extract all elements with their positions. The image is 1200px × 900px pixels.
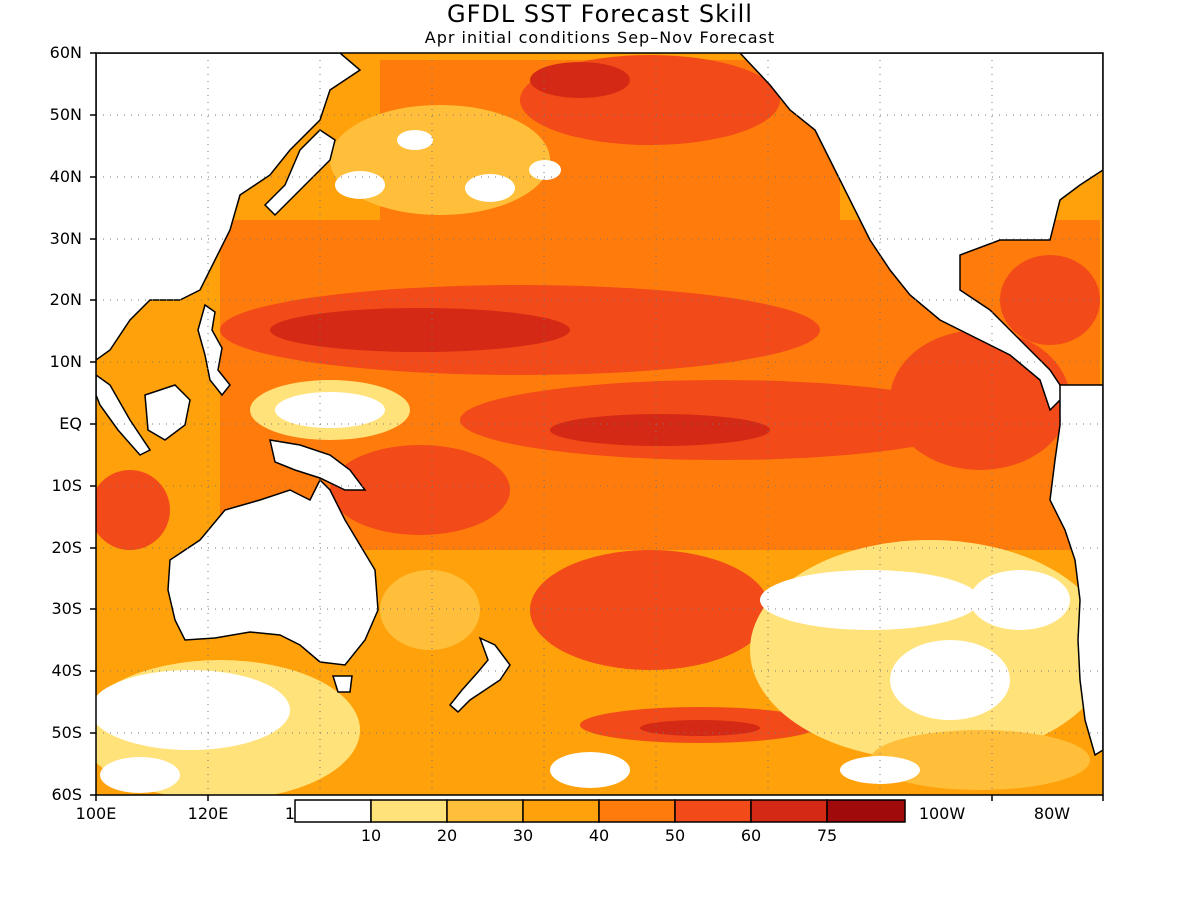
kuroshio-white-2 [335,171,385,199]
lat-label-eq: EQ [59,414,82,433]
colorbar-bin-0 [294,799,372,823]
south-america [1049,384,1103,757]
southern-ocean-low-east [870,730,1090,790]
lat-label-20s: 20S [51,538,82,557]
chart-subtitle: Apr initial conditions Sep–Nov Forecast [424,28,776,47]
south-central-max [530,550,770,670]
australia [167,478,379,666]
southern-band-core [640,720,760,736]
colorbar-bin-1 [370,799,448,823]
asia-landmass [96,53,362,361]
lon-label-partial: 1 [284,804,296,823]
new-zealand [448,636,511,714]
lat-label-40s: 40S [51,661,82,680]
gulf-max [1000,255,1100,345]
colorbar-label-40: 40 [588,826,610,845]
southwest-pacific-max [330,445,510,535]
lon-label-100e: 100E [75,804,117,823]
kuroshio-white-3 [397,130,433,150]
grid [96,53,1103,795]
colorbar-label-75: 75 [816,826,838,845]
north-tropical-core [270,308,570,352]
philippines [197,303,231,397]
colorbar-label-20: 20 [436,826,458,845]
colorbar-bin-6 [750,799,828,823]
lat-label-10n: 10N [49,352,82,371]
japan [263,129,336,217]
lat-label-30n: 30N [49,229,82,248]
lat-label-10s: 10S [51,476,82,495]
southern-ocean-white-east [840,756,920,784]
colorbar-label-60: 60 [740,826,762,845]
indian-ocean-max [96,470,170,550]
southeast-pacific-white-2 [890,640,1010,720]
north-pacific-core [530,62,630,98]
colorbar-bin-2 [446,799,524,823]
colorbar-label-10: 10 [360,826,382,845]
sumatra [96,374,152,456]
borneo [144,384,191,441]
tasman-low [380,570,480,650]
lat-label-40n: 40N [49,167,82,186]
chart-title: GFDL SST Forecast Skill [447,0,753,28]
tasmania [331,675,353,693]
skill-field [96,53,1103,795]
southeast-pacific-white-1 [760,570,980,630]
lon-label-120e: 120E [187,804,229,823]
colorbar-label-30: 30 [512,826,534,845]
kuroshio-white-1 [465,174,515,202]
southern-ocean-white-west [96,670,290,750]
new-guinea [269,439,367,491]
colorbar-bin-3 [522,799,600,823]
kuroshio-white-4 [529,160,561,180]
warm-pool-white [275,392,385,428]
colorbar-bin-7 [826,799,906,823]
colorbar-label-50: 50 [664,826,686,845]
equatorial-core [550,414,770,446]
tick-marks [90,52,1104,801]
east-pacific-max [890,330,1070,470]
lat-label-60n: 60N [49,43,82,62]
southern-ocean-white-mid [550,752,630,788]
lon-label-100w: 100W [918,804,966,823]
lon-label-80w: 80W [1033,804,1071,823]
lat-label-50n: 50N [49,105,82,124]
lat-label-60s: 60S [51,785,82,804]
colorbar-bin-4 [598,799,676,823]
lat-label-50s: 50S [51,723,82,742]
colorbar-bin-5 [674,799,752,823]
lat-label-30s: 30S [51,599,82,618]
southern-ocean-white-west-2 [100,757,180,793]
colorbar [294,799,906,823]
lat-label-20n: 20N [49,290,82,309]
southeast-pacific-white-3 [970,570,1070,630]
